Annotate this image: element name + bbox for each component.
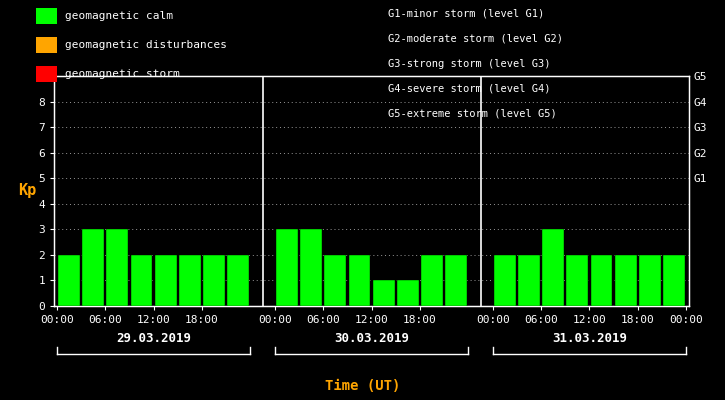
Text: G1-minor storm (level G1): G1-minor storm (level G1) (388, 9, 544, 19)
Text: geomagnetic storm: geomagnetic storm (65, 70, 180, 80)
Bar (300, 229, 322, 306)
Bar (373, 280, 394, 306)
Bar (228, 255, 249, 306)
Bar (566, 255, 588, 306)
Text: geomagnetic disturbances: geomagnetic disturbances (65, 40, 227, 50)
Bar (518, 255, 540, 306)
Bar (542, 229, 564, 306)
Text: G4-severe storm (level G4): G4-severe storm (level G4) (388, 84, 550, 94)
Text: 29.03.2019: 29.03.2019 (116, 332, 191, 344)
Text: 30.03.2019: 30.03.2019 (334, 332, 409, 344)
Y-axis label: Kp: Kp (18, 184, 36, 198)
Bar (179, 255, 201, 306)
Bar (130, 255, 152, 306)
Bar (445, 255, 467, 306)
Bar (82, 229, 104, 306)
Text: G5-extreme storm (level G5): G5-extreme storm (level G5) (388, 108, 557, 118)
Bar (615, 255, 637, 306)
Bar (421, 255, 443, 306)
Text: Time (UT): Time (UT) (325, 379, 400, 393)
Bar (203, 255, 225, 306)
Bar (494, 255, 515, 306)
Bar (349, 255, 370, 306)
Bar (58, 255, 80, 306)
Bar (324, 255, 346, 306)
Bar (663, 255, 685, 306)
Bar (639, 255, 661, 306)
Text: geomagnetic calm: geomagnetic calm (65, 11, 173, 21)
Text: G2-moderate storm (level G2): G2-moderate storm (level G2) (388, 34, 563, 44)
Bar (397, 280, 419, 306)
Bar (591, 255, 613, 306)
Bar (155, 255, 177, 306)
Bar (107, 229, 128, 306)
Bar (276, 229, 298, 306)
Text: G3-strong storm (level G3): G3-strong storm (level G3) (388, 59, 550, 69)
Text: 31.03.2019: 31.03.2019 (552, 332, 627, 344)
